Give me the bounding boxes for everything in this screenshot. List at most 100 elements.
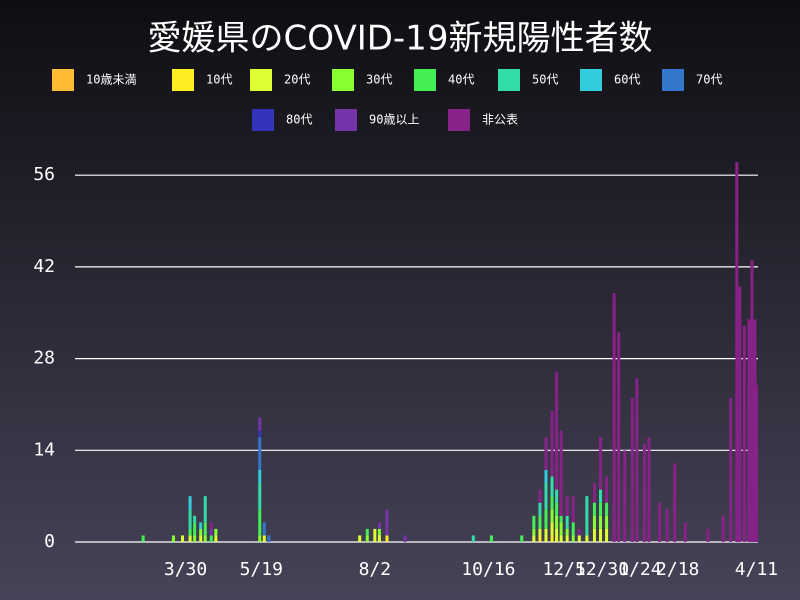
bar-segment	[538, 535, 542, 542]
y-tick-label: 28	[33, 348, 55, 369]
bar-segment	[532, 515, 536, 529]
bar-segment	[193, 515, 197, 523]
bar-segment	[592, 528, 596, 542]
bar-segment	[171, 535, 175, 542]
bar-segment	[489, 535, 493, 542]
bar-segment	[377, 528, 381, 536]
bar-segment	[258, 483, 262, 510]
bar-segment	[544, 483, 548, 510]
bar-segment	[747, 319, 751, 542]
bar-segment	[599, 489, 603, 503]
bar-segment	[550, 411, 554, 477]
bar-segment	[262, 535, 266, 542]
legend-swatch	[414, 69, 436, 91]
x-tick-label: 12/30	[575, 559, 629, 580]
bar-segment	[377, 522, 381, 529]
legend-swatch	[250, 69, 272, 91]
legend-swatch	[252, 109, 274, 131]
bar-segment	[538, 528, 542, 536]
bar-segment	[544, 437, 548, 470]
x-tick-label: 8/2	[359, 559, 392, 580]
bar-segment	[181, 535, 185, 542]
bar-segment	[738, 286, 742, 542]
bar-segment	[188, 496, 192, 510]
bar-segment	[585, 535, 589, 542]
legend-label: 90歳以上	[369, 113, 419, 127]
bar-segment	[550, 535, 554, 542]
bar-segment	[735, 162, 739, 542]
legend-swatch	[448, 109, 470, 131]
bar-segment	[565, 496, 569, 516]
bar-segment	[262, 522, 266, 536]
bar-segment	[673, 463, 677, 542]
bar-segment	[753, 319, 757, 542]
bar-segment	[193, 522, 197, 536]
bar-segment	[721, 515, 725, 542]
x-tick-label: 5/19	[240, 559, 283, 580]
bar-segment	[605, 515, 609, 529]
bar-segment	[754, 384, 758, 542]
bar-segment	[209, 522, 213, 529]
x-tick-label: 12/5	[542, 559, 585, 580]
x-tick-label: 4/11	[735, 559, 778, 580]
y-tick-label: 42	[33, 256, 55, 277]
y-tick-label: 56	[33, 164, 55, 185]
bar-segment	[729, 397, 733, 542]
bar-segment	[550, 522, 554, 536]
legend-label: 40代	[448, 73, 474, 87]
legend-swatch	[52, 69, 74, 91]
bar-segment	[683, 522, 687, 542]
bar-segment	[559, 430, 563, 516]
bar-segment	[599, 515, 603, 529]
bar-segment	[555, 515, 559, 529]
bar-segment	[544, 509, 548, 529]
bar-segment	[373, 528, 377, 542]
legend-label: 50代	[532, 73, 558, 87]
bar-segment	[630, 397, 634, 542]
bar-segment	[203, 496, 207, 523]
legend-label: 10代	[206, 73, 232, 87]
bar-segment	[544, 528, 548, 542]
bar-segment	[209, 535, 213, 542]
bar-segment	[358, 535, 362, 542]
bar-segment	[258, 430, 262, 438]
bar-segment	[377, 535, 381, 542]
bar-segment	[559, 522, 563, 536]
legend-label: 70代	[696, 73, 722, 87]
bar-segment	[403, 535, 407, 542]
bar-segment	[592, 515, 596, 529]
bar-segment	[565, 515, 569, 529]
bar-segment	[592, 483, 596, 503]
legend-label: 80代	[286, 113, 312, 127]
bar-segment	[665, 509, 669, 542]
bar-segment	[555, 528, 559, 542]
bar-segment	[647, 437, 651, 542]
bar-segment	[258, 469, 262, 484]
legend-swatch	[172, 69, 194, 91]
chart-title: 愛媛県のCOVID-19新規陽性者数	[148, 19, 653, 59]
bar-segment	[605, 502, 609, 516]
legend-swatch	[662, 69, 684, 91]
bar-segment	[258, 417, 262, 431]
bar-segment	[199, 528, 203, 536]
bar-segment	[188, 509, 192, 529]
bar-segment	[706, 528, 710, 542]
bar-segment	[214, 535, 218, 542]
bar-segment	[571, 535, 575, 542]
bar-segment	[520, 535, 524, 542]
bar-segment	[538, 515, 542, 529]
x-tick-label: 3/30	[164, 559, 207, 580]
bar-segment	[555, 489, 559, 503]
bar-segment	[550, 509, 554, 523]
bar-segment	[538, 489, 542, 503]
bar-segment	[365, 528, 369, 536]
bar-segment	[555, 502, 559, 516]
legend-label: 20代	[284, 73, 310, 87]
bar-segment	[258, 437, 262, 470]
bar-segment	[258, 509, 262, 536]
bar-segment	[258, 535, 262, 542]
legend-label: 30代	[366, 73, 392, 87]
bar-segment	[188, 528, 192, 536]
bar-segment	[555, 371, 559, 490]
